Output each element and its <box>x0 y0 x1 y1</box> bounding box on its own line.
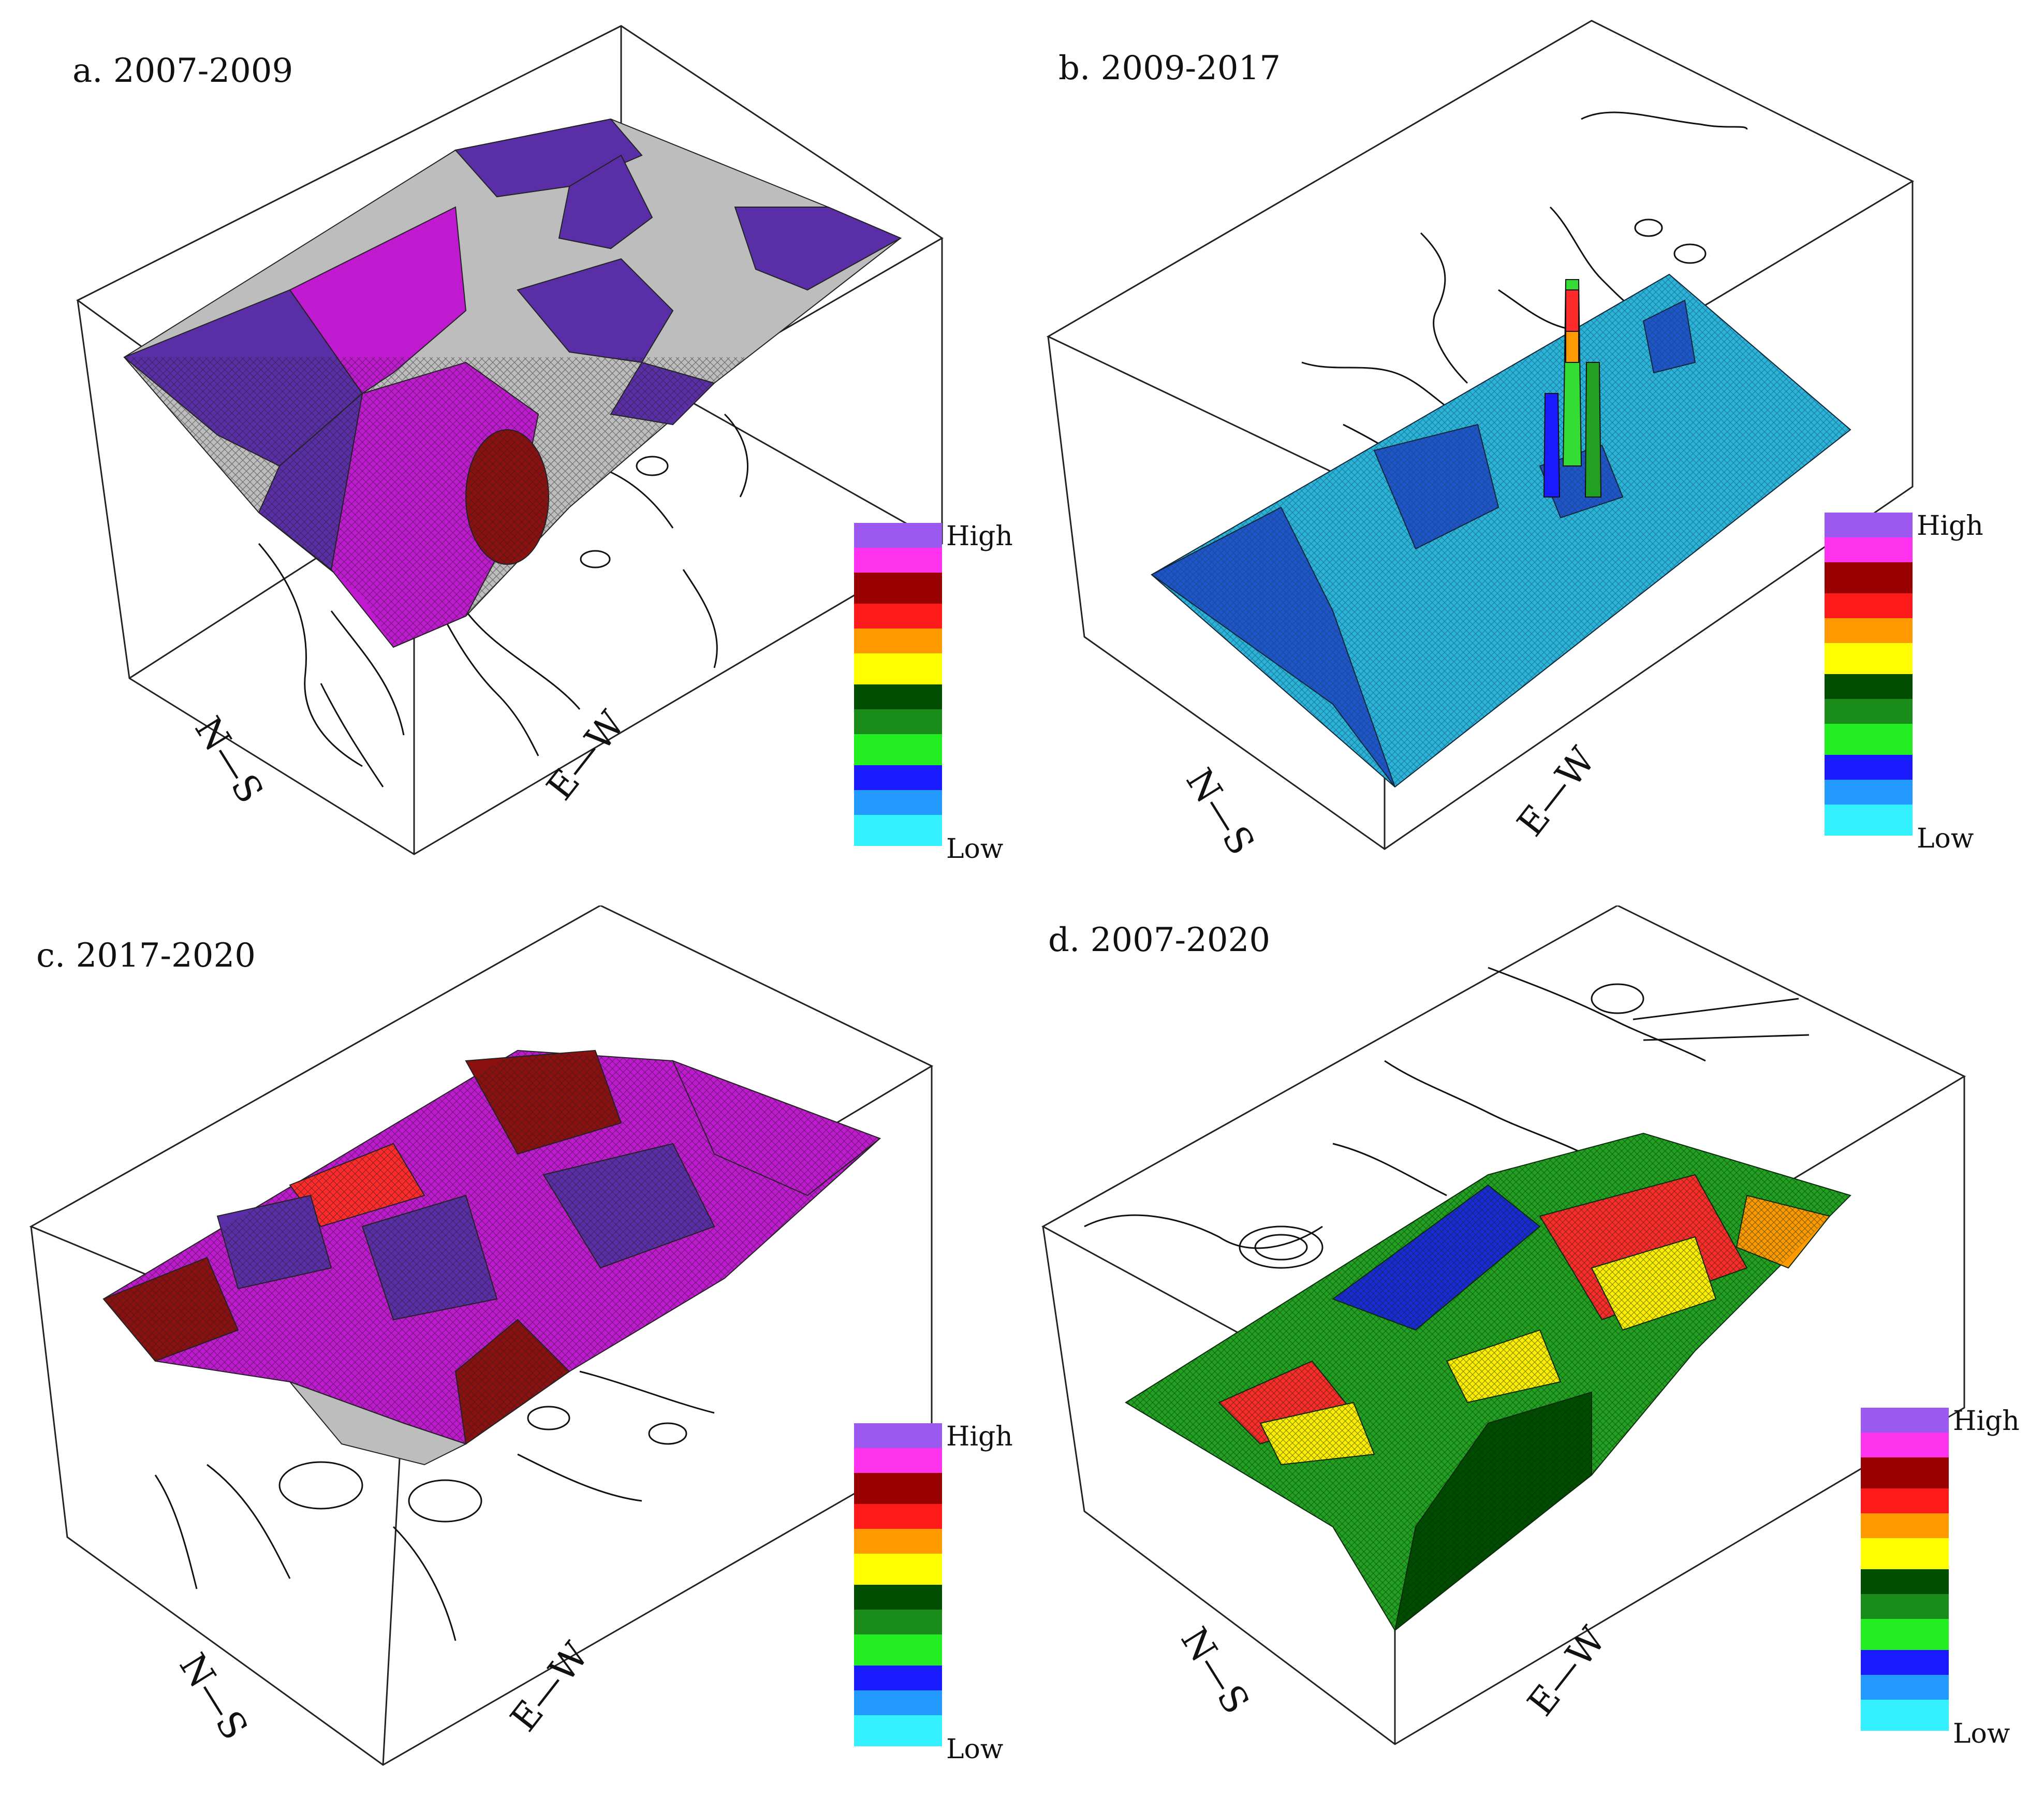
panel-b-title: b. 2009-2017 <box>1058 49 1281 87</box>
legend-swatch <box>854 1554 942 1585</box>
panel-d: d. 2007-2020 <box>1022 906 2044 1811</box>
legend-swatch <box>1861 1675 1949 1700</box>
legend-swatch <box>1825 513 1913 537</box>
legend-swatch <box>854 1715 942 1746</box>
legend-swatch <box>854 1610 942 1634</box>
panel-d-legend-high: High <box>1953 1406 2020 1437</box>
panel-b: b. 2009-2017 <box>1022 0 2044 906</box>
panel-b-legend-colorbar <box>1825 513 1913 836</box>
legend-swatch <box>854 734 942 765</box>
legend-swatch <box>1825 618 1913 643</box>
legend-swatch <box>854 1423 942 1448</box>
legend-swatch <box>1825 699 1913 724</box>
legend-swatch <box>1825 724 1913 755</box>
legend-swatch <box>854 523 942 548</box>
legend-swatch <box>854 1634 942 1666</box>
panel-d-ceiling-contours <box>1084 967 1810 1269</box>
panel-d-title: d. 2007-2020 <box>1048 921 1271 959</box>
panel-a: a. 2007-2009 <box>0 0 1022 906</box>
legend-swatch <box>854 684 942 709</box>
legend-swatch <box>1861 1569 1949 1594</box>
legend-swatch <box>1861 1650 1949 1675</box>
legend-swatch <box>1825 780 1913 805</box>
panel-b-legend-high: High <box>1917 510 1983 542</box>
panel-a-legend-colorbar <box>854 523 942 846</box>
legend-swatch <box>1825 643 1913 674</box>
legend-swatch <box>1861 1408 1949 1433</box>
panel-c-legend-high: High <box>946 1421 1013 1452</box>
legend-swatch <box>1825 805 1913 836</box>
panel-d-surface-plot <box>1041 906 1966 1745</box>
panel-d-legend-colorbar <box>1861 1408 1949 1731</box>
panel-c-surface <box>102 1049 881 1466</box>
panel-a-legend-low: Low <box>946 834 1004 865</box>
panel-c-title: c. 2017-2020 <box>36 937 256 975</box>
panel-a-legend-high: High <box>946 521 1013 552</box>
legend-swatch <box>1861 1488 1949 1513</box>
panel-d-legend-low: Low <box>1953 1718 2010 1749</box>
legend-swatch <box>854 1690 942 1715</box>
legend-swatch <box>1861 1619 1949 1650</box>
panel-a-title: a. 2007-2009 <box>72 52 293 90</box>
legend-swatch <box>854 653 942 684</box>
legend-swatch <box>854 765 942 790</box>
legend-swatch <box>854 548 942 573</box>
panel-b-peaks <box>1543 279 1602 498</box>
panel-b-surface-plot <box>1046 20 1915 850</box>
legend-swatch <box>854 1585 942 1610</box>
legend-swatch <box>1861 1700 1949 1731</box>
panel-b-legend: High Low <box>1825 510 1983 854</box>
panel-a-legend: High Low <box>854 521 1013 865</box>
legend-swatch <box>1861 1433 1949 1457</box>
legend-swatch <box>854 604 942 629</box>
panel-c-legend: High Low <box>854 1421 1013 1765</box>
legend-swatch <box>854 709 942 734</box>
panel-b-legend-low: Low <box>1917 823 1974 854</box>
legend-swatch <box>1825 562 1913 593</box>
legend-swatch <box>854 1448 942 1473</box>
legend-swatch <box>854 1473 942 1504</box>
legend-swatch <box>1861 1594 1949 1619</box>
legend-swatch <box>1861 1513 1949 1538</box>
legend-swatch <box>1825 674 1913 699</box>
panel-c: c. 2017-2020 <box>0 906 1022 1811</box>
panel-a-surface-plot <box>76 25 944 855</box>
legend-swatch <box>854 573 942 604</box>
panel-d-legend: High Low <box>1861 1406 2020 1749</box>
panel-a-surface <box>123 118 902 648</box>
panel-c-legend-low: Low <box>946 1734 1004 1765</box>
panel-c-floor-contours <box>154 1370 715 1641</box>
legend-swatch <box>854 815 942 846</box>
legend-swatch <box>1825 537 1913 562</box>
legend-swatch <box>1861 1457 1949 1488</box>
legend-swatch <box>1825 593 1913 618</box>
legend-swatch <box>854 1666 942 1690</box>
panel-b-surface <box>1151 273 1851 788</box>
panel-d-surface <box>1125 1132 1851 1632</box>
panel-c-surface-plot <box>29 906 934 1766</box>
legend-swatch <box>1825 755 1913 780</box>
legend-swatch <box>854 1529 942 1554</box>
legend-swatch <box>854 790 942 815</box>
legend-swatch <box>854 629 942 653</box>
legend-swatch <box>854 1504 942 1529</box>
legend-swatch <box>1861 1538 1949 1569</box>
panel-c-legend-colorbar <box>854 1423 942 1746</box>
